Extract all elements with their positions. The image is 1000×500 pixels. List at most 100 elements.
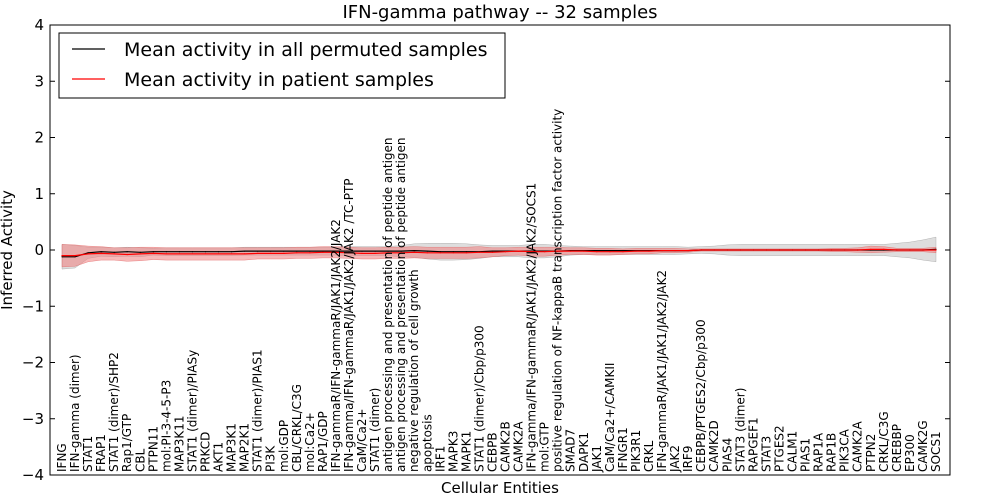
data-point: [335, 250, 337, 252]
data-point: [726, 249, 728, 251]
data-point: [165, 251, 167, 253]
y-tick-label: 2: [34, 129, 44, 147]
data-point: [570, 250, 572, 252]
x-tick-label: STAT3 (dimer): [733, 388, 747, 472]
data-point: [165, 253, 167, 255]
data-point: [322, 251, 324, 253]
data-point: [361, 250, 363, 252]
data-point: [413, 251, 415, 253]
x-tick-label: AKT1: [212, 442, 226, 472]
data-point: [752, 249, 755, 251]
data-point: [635, 250, 637, 252]
data-point: [270, 250, 272, 252]
data-point: [191, 253, 193, 255]
data-point: [439, 251, 441, 253]
data-point: [348, 250, 350, 252]
data-point: [100, 251, 102, 253]
data-point: [844, 249, 846, 251]
plot-area: [61, 236, 937, 270]
data-point: [139, 253, 141, 255]
data-point: [400, 250, 402, 252]
x-tick-label: SMAD7: [564, 429, 578, 472]
x-tick-label: CALM1: [786, 431, 800, 472]
x-tick-label: EP300: [903, 434, 917, 472]
data-point: [491, 250, 494, 252]
data-point: [87, 253, 89, 255]
data-point: [557, 250, 559, 252]
x-tick-label: IFN-gamma/IFN-gammaR/JAK1/JAK2/JAK2/SOCS…: [525, 183, 539, 472]
data-point: [270, 252, 272, 254]
data-point: [335, 251, 337, 253]
data-point: [61, 255, 63, 257]
data-point: [818, 249, 820, 251]
legend-label-permuted: Mean activity in all permuted samples: [124, 39, 487, 61]
data-point: [609, 251, 611, 253]
data-point: [257, 250, 259, 252]
data-point: [296, 252, 298, 254]
x-tick-label: RAP1/GDP: [316, 411, 330, 472]
data-point: [204, 251, 207, 253]
data-point: [113, 251, 115, 253]
y-tick-label: 4: [34, 16, 44, 34]
data-point: [648, 250, 650, 252]
x-tick-label: CRKL/C3G: [877, 411, 891, 472]
x-tick-label: CaM/Ca2+/CAMKII: [603, 363, 617, 472]
y-tick-label: 1: [34, 185, 44, 203]
data-point: [857, 249, 859, 251]
x-tick-label: IRF9: [681, 446, 695, 472]
x-tick-label: CAMK2A: [851, 421, 865, 472]
data-point: [518, 250, 520, 252]
y-tick-label: −1: [22, 297, 44, 315]
x-axis-title: Cellular Entities: [441, 479, 559, 497]
x-tick-label: PIAS1: [799, 438, 813, 472]
x-tick-label: CBL/CRKL/C3G: [290, 384, 304, 472]
legend-label-patient: Mean activity in patient samples: [124, 69, 434, 91]
data-point: [309, 252, 311, 254]
data-point: [765, 249, 768, 251]
data-point: [152, 252, 154, 254]
data-point: [805, 249, 807, 251]
legend: Mean activity in all permuted samples Me…: [58, 32, 506, 99]
x-tick-label: CaM/Ca2+: [355, 408, 369, 472]
data-point: [531, 251, 533, 253]
data-point: [152, 251, 154, 253]
data-point: [583, 250, 585, 252]
data-point: [870, 248, 872, 250]
data-point: [896, 249, 898, 251]
x-tick-label: STAT1: [81, 436, 95, 472]
data-point: [674, 250, 676, 252]
x-tick-label: MAPK3: [446, 431, 460, 472]
data-point: [426, 252, 428, 254]
x-tick-label: PIK3CA: [838, 428, 852, 472]
data-point: [739, 249, 741, 251]
data-point: [439, 252, 441, 254]
x-tick-label: MAPK1: [459, 431, 473, 472]
data-point: [544, 251, 546, 253]
data-point: [922, 249, 924, 251]
data-point: [204, 253, 207, 255]
x-tick-label: STAT3: [759, 436, 773, 472]
data-point: [452, 251, 454, 253]
x-tick-label: IFN-gamma (dimer): [68, 354, 82, 472]
data-point: [296, 250, 298, 252]
data-point: [387, 250, 389, 252]
data-point: [309, 250, 311, 252]
data-point: [661, 250, 663, 252]
x-tick-label: IFN-gammaR/IFN-gammaR/JAK1/JAK2/JAK2: [329, 219, 343, 472]
data-point: [257, 252, 259, 254]
x-tick-label: mol:GTP: [538, 422, 552, 472]
x-tick-label: PTGES2: [773, 425, 787, 472]
x-tick-label: PI3K: [264, 445, 278, 472]
data-point: [178, 251, 180, 253]
data-point: [452, 252, 454, 254]
data-point: [374, 252, 376, 254]
x-tick-label: CAMK2D: [707, 420, 721, 472]
y-tick-label: 0: [34, 241, 44, 259]
data-point: [348, 252, 350, 254]
x-tick-label: mol:PI-3-4-5-P3: [159, 380, 173, 472]
x-tick-label: positive regulation of NF-kappaB transcr…: [551, 109, 565, 472]
data-point: [217, 253, 220, 255]
data-point: [113, 253, 115, 255]
x-tick-label: MAP3K1: [225, 423, 239, 472]
data-point: [126, 253, 128, 256]
